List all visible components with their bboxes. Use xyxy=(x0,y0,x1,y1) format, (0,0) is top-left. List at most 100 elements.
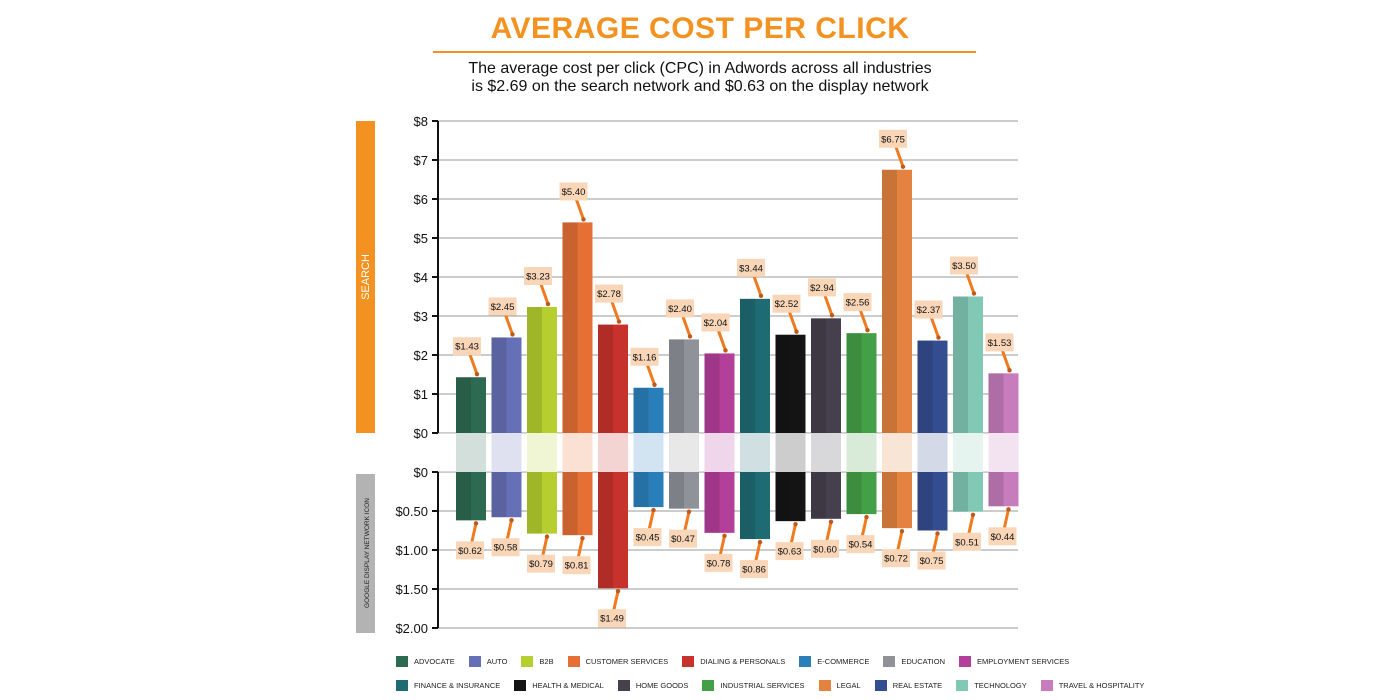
legend-item: TECHNOLOGY xyxy=(956,679,1027,691)
bar-gap-band-dialing-personals xyxy=(598,433,628,472)
search-data-label-box xyxy=(914,300,943,319)
search-tick-label: $3 xyxy=(414,309,428,324)
legend-swatch xyxy=(702,679,715,691)
display-data-label-box xyxy=(953,532,981,551)
display-data-label-pin-dot xyxy=(757,539,763,545)
bar-gap-band-customer-services xyxy=(562,433,593,472)
search-bar-customer-services xyxy=(562,222,578,433)
display-bar-highlight-b2b xyxy=(542,472,557,534)
search-bar-highlight-technology xyxy=(968,296,983,433)
legend-item: AUTO xyxy=(468,655,507,667)
display-bar-highlight-customer-services xyxy=(577,472,593,536)
search-bar-education xyxy=(669,339,684,433)
search-bar-highlight-dialing-personals xyxy=(613,324,628,433)
display-data-label: $0.75 xyxy=(920,556,944,567)
search-data-label: $2.94 xyxy=(810,283,834,294)
legend-label: DIALING & PERSONALS xyxy=(700,656,786,666)
search-data-label-box xyxy=(879,129,907,148)
legend-swatch xyxy=(396,655,408,667)
display-bar-health-medical xyxy=(775,472,791,522)
display-bar-advocate xyxy=(456,472,471,521)
display-data-label: $0.79 xyxy=(529,559,553,570)
display-data-label-box xyxy=(917,551,946,570)
bar-gap-band-travel-hospitality xyxy=(988,433,1019,472)
display-data-label-pin-dot xyxy=(580,535,585,541)
display-tick-label: $2.00 xyxy=(395,621,428,636)
legend-swatch xyxy=(874,679,887,691)
legend-swatch xyxy=(818,679,831,691)
display-tick-label: $1.00 xyxy=(395,543,428,558)
legend-label: INDUSTRIAL SERVICES xyxy=(720,680,805,690)
search-data-label-box xyxy=(630,347,659,366)
search-data-label: $2.52 xyxy=(775,299,799,310)
search-bar-real-estate xyxy=(917,340,933,433)
search-bar-b2b xyxy=(527,307,542,433)
bar-gap-band-health-medical xyxy=(775,433,806,472)
bar-gap-band-education xyxy=(669,433,699,472)
display-bar-travel-hospitality xyxy=(988,472,1004,507)
search-bar-finance-insurance xyxy=(740,298,755,433)
legend-item: INDUSTRIAL SERVICES xyxy=(702,679,805,691)
search-data-label: $2.78 xyxy=(597,289,621,300)
display-bar-customer-services xyxy=(562,472,578,536)
display-data-label-pin-dot xyxy=(651,507,656,513)
chart-subtitle: The average cost per click (CPC) in Adwo… xyxy=(0,60,1400,96)
search-bar-highlight-advocate xyxy=(471,377,486,433)
display-tick-label: $1.50 xyxy=(395,582,428,597)
display-bar-highlight-auto xyxy=(506,472,522,518)
search-data-label-box xyxy=(772,294,801,313)
search-data-label-pin-dot xyxy=(900,164,906,169)
search-data-label-pin-dot xyxy=(829,313,835,318)
search-data-label-box xyxy=(843,293,872,312)
display-data-label-box xyxy=(669,529,697,548)
display-data-label: $0.54 xyxy=(849,540,873,551)
search-data-label-box xyxy=(737,258,765,277)
search-data-label: $2.56 xyxy=(846,298,870,309)
search-tick-label: $5 xyxy=(414,231,428,246)
legend-swatch xyxy=(521,655,534,667)
search-bar-highlight-auto xyxy=(506,337,522,433)
search-bar-highlight-education xyxy=(684,339,699,433)
legend-label: HEALTH & MEDICAL xyxy=(532,680,604,690)
search-data-label-pin-dot xyxy=(758,293,764,299)
display-bar-highlight-legal xyxy=(897,472,912,529)
search-tick-label: $8 xyxy=(414,114,428,129)
display-data-label: $0.86 xyxy=(742,565,766,576)
search-bar-highlight-e-commerce xyxy=(648,387,664,433)
search-data-label: $3.23 xyxy=(526,272,550,283)
display-data-label: $0.62 xyxy=(458,546,482,557)
legend-swatch xyxy=(468,655,481,667)
display-bar-e-commerce xyxy=(633,472,649,508)
search-data-label: $2.45 xyxy=(491,302,515,313)
search-data-label-box xyxy=(808,278,836,297)
display-data-label-pin-dot xyxy=(722,533,727,539)
bar-gap-band-auto xyxy=(491,433,522,472)
legend-label: B2B xyxy=(539,656,554,666)
search-side-label: SEARCH xyxy=(360,254,372,300)
search-data-label: $1.53 xyxy=(988,338,1012,349)
search-data-label: $2.04 xyxy=(704,318,728,329)
display-data-label-pin-dot xyxy=(544,534,550,539)
display-data-label: $0.81 xyxy=(565,561,589,572)
display-data-label-box xyxy=(633,528,662,547)
legend-swatch xyxy=(956,679,969,691)
bar-gap-band-advocate xyxy=(456,433,486,472)
display-data-label-pin-dot xyxy=(615,589,621,594)
legend-item: E-COMMERCE xyxy=(799,655,869,667)
search-data-label-pin-dot xyxy=(794,329,799,334)
search-bar-technology xyxy=(953,296,968,433)
search-data-label-box xyxy=(985,333,1014,352)
display-bar-dialing-personals xyxy=(598,472,613,589)
chart-title: AVERAGE COST PER CLICK xyxy=(490,12,910,45)
display-data-label-box xyxy=(562,556,591,575)
legend-swatch xyxy=(617,679,630,691)
legend-item: CUSTOMER SERVICES xyxy=(567,655,668,667)
display-data-label: $0.44 xyxy=(991,532,1015,543)
legend-label: LEGAL xyxy=(836,680,861,690)
display-data-label-pin-dot xyxy=(793,521,798,527)
search-bar-highlight-employment-services xyxy=(719,353,735,433)
legend-swatch xyxy=(799,655,812,667)
search-bar-health-medical xyxy=(775,334,791,433)
legend-item: HOME GOODS xyxy=(617,679,688,691)
